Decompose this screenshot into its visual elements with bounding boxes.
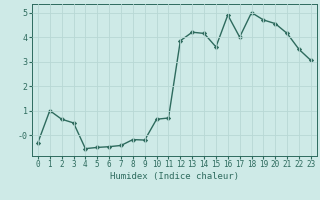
X-axis label: Humidex (Indice chaleur): Humidex (Indice chaleur) <box>110 172 239 181</box>
